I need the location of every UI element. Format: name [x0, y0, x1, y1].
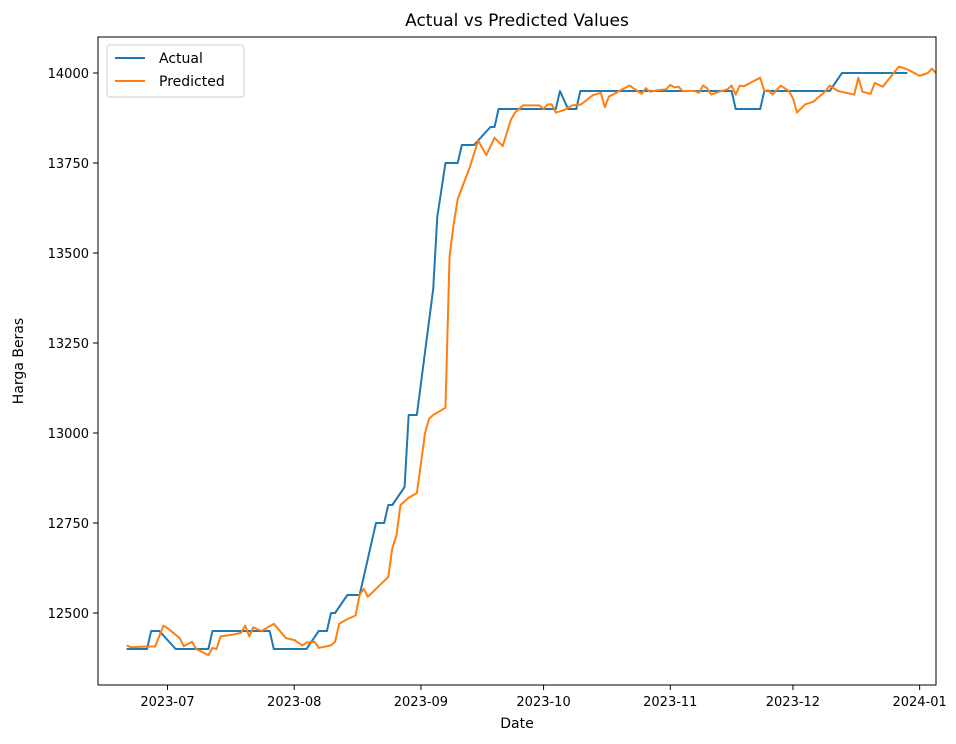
legend-label-predicted: Predicted: [159, 74, 225, 90]
legend-label-actual: Actual: [159, 51, 203, 67]
plot-area: [126, 65, 937, 657]
y-axis-title: Harga Beras: [11, 318, 27, 404]
y-tick-label: 13000: [48, 427, 89, 442]
y-tick-label: 13750: [48, 157, 89, 172]
x-tick-label: 2023-08: [267, 695, 321, 710]
x-tick-label: 2023-12: [766, 695, 820, 710]
x-axis: 2023-07 2023-08 2023-09 2023-10 2023-11 2023-…: [140, 685, 947, 710]
x-tick-label: 2024-01: [892, 695, 946, 710]
y-axis: 12500 12750 13000 13250 13500 13750 14000: [48, 67, 98, 622]
x-axis-title: Date: [500, 716, 533, 732]
series-line-predicted: [126, 65, 937, 657]
y-tick-label: 14000: [48, 67, 89, 82]
x-tick-label: 2023-09: [394, 695, 448, 710]
chart-title: Actual vs Predicted Values: [405, 11, 629, 31]
y-tick-label: 13500: [48, 247, 89, 262]
y-tick-label: 12500: [48, 607, 89, 622]
plot-frame: [97, 36, 937, 686]
y-tick-label: 12750: [48, 517, 89, 532]
series-line-actual: [126, 72, 908, 650]
legend: Actual Predicted: [106, 44, 245, 98]
x-tick-label: 2023-07: [140, 695, 194, 710]
x-tick-label: 2023-10: [516, 695, 570, 710]
y-tick-label: 13250: [48, 337, 89, 352]
x-tick-label: 2023-11: [643, 695, 697, 710]
